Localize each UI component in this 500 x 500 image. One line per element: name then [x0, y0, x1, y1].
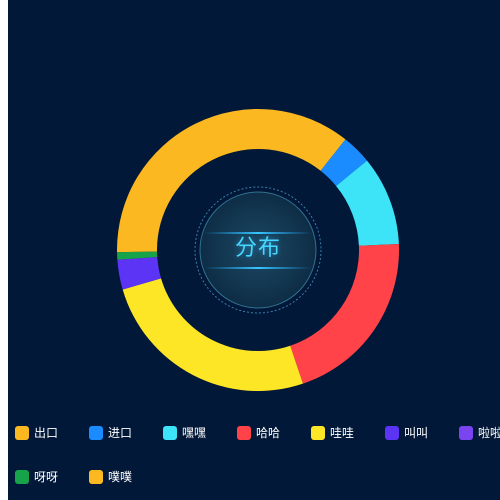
- legend-swatch: [89, 426, 103, 440]
- legend-label: 进口: [108, 426, 133, 440]
- donut-slice-0[interactable]: [117, 109, 346, 253]
- legend-label: 哈哈: [256, 426, 281, 440]
- legend-label: 哇哇: [330, 426, 355, 440]
- legend-item-8[interactable]: 噗噗: [89, 470, 132, 484]
- legend-swatch: [15, 470, 29, 484]
- legend-item-6[interactable]: 啦啦: [459, 426, 500, 440]
- legend-item-1[interactable]: 进口: [89, 426, 132, 440]
- legend-swatch: [311, 426, 325, 440]
- legend-swatch: [459, 426, 473, 440]
- donut-chart: [117, 109, 399, 391]
- center-label: 分布: [234, 236, 281, 261]
- donut-slice-2[interactable]: [336, 160, 399, 246]
- legend-item-2[interactable]: 嘿嘿: [163, 426, 206, 440]
- legend-label: 出口: [34, 426, 59, 440]
- donut-slice-3[interactable]: [290, 244, 399, 384]
- legend-item-5[interactable]: 叫叫: [385, 426, 428, 440]
- legend-label: 呀呀: [34, 470, 59, 484]
- legend-swatch: [385, 426, 399, 440]
- legend-swatch: [89, 470, 103, 484]
- donut-slice-5[interactable]: [117, 257, 162, 290]
- legend-label: 噗噗: [108, 470, 133, 484]
- legend-swatch: [163, 426, 177, 440]
- legend-item-3[interactable]: 哈哈: [237, 426, 280, 440]
- legend: 出口 进口 嘿嘿 哈哈 哇哇 叫叫 啦啦呀呀 噗噗: [8, 0, 500, 500]
- chart-panel: 分布 出口 进口 嘿嘿 哈哈 哇哇 叫叫 啦啦呀呀 噗噗: [8, 0, 500, 500]
- legend-label: 嘿嘿: [182, 426, 207, 440]
- center-badge: [194, 186, 322, 314]
- legend-item-7[interactable]: 呀呀: [15, 470, 58, 484]
- legend-label: 啦啦: [478, 426, 500, 440]
- donut-slice-4[interactable]: [122, 278, 303, 391]
- legend-item-4[interactable]: 哇哇: [311, 426, 354, 440]
- legend-label: 叫叫: [404, 426, 429, 440]
- donut-slice-7[interactable]: [117, 251, 158, 260]
- legend-swatch: [237, 426, 251, 440]
- donut-slice-1[interactable]: [320, 139, 368, 186]
- legend-swatch: [15, 426, 29, 440]
- legend-item-0[interactable]: 出口: [15, 426, 58, 440]
